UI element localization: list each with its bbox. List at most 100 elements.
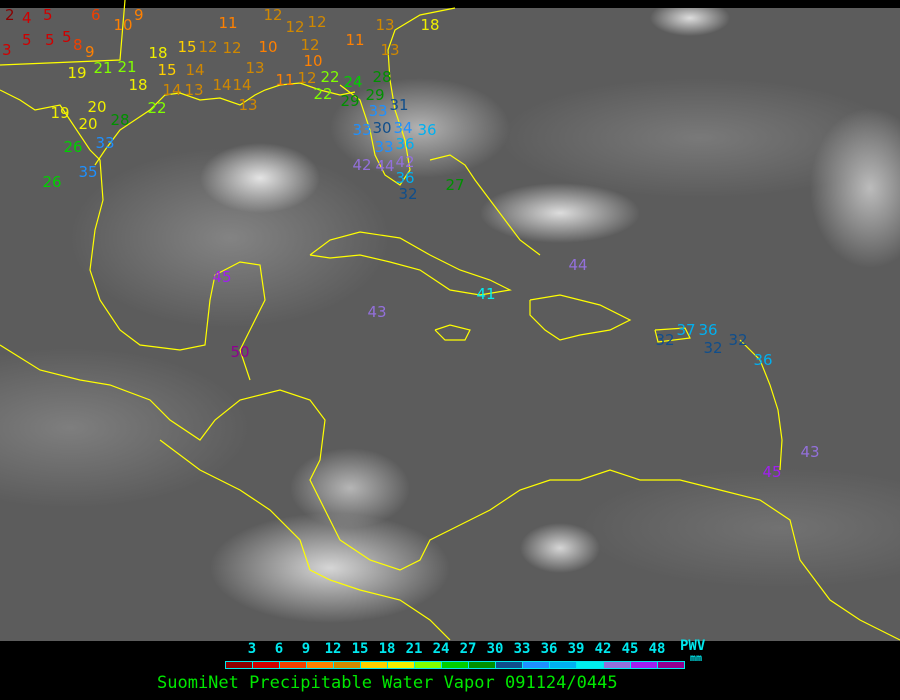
color-swatch (334, 662, 361, 668)
station-pwv-label: 32 (703, 338, 723, 357)
station-pwv-label: 44 (375, 156, 395, 175)
satellite-image: 2 4 5 5 5 3 5 8 9 6 10 9 19 21 21 18 20 19 20 28 33 26 35 26 22 1… (0, 0, 900, 641)
station-pwv-label: 22 (320, 67, 340, 86)
station-pwv-label: 13 (238, 95, 258, 114)
station-pwv-label: 14 (212, 75, 232, 94)
station-pwv-label: 29 (365, 85, 385, 104)
station-pwv-label: 15 (177, 37, 197, 56)
legend-label: PWV (680, 638, 706, 654)
station-pwv-label: 36 (753, 350, 773, 369)
station-pwv-label: 8 (73, 35, 83, 54)
station-pwv-label: 26 (63, 137, 83, 156)
station-pwv-label: 26 (42, 172, 62, 191)
station-pwv-label: 34 (393, 118, 413, 137)
legend-tick: 6 (274, 641, 284, 657)
station-pwv-label: 13 (380, 40, 400, 59)
legend-tick: 21 (405, 641, 423, 657)
us-state-borders (0, 0, 126, 66)
station-pwv-label: 20 (87, 97, 107, 116)
legend-tick: 15 (351, 641, 369, 657)
color-legend: 3 6 9 12 15 18 21 24 27 30 33 36 39 42 45 48 PWV mm Suo… (0, 638, 900, 700)
station-pwv-label: 10 (258, 37, 278, 56)
station-pwv-label: 28 (372, 67, 392, 86)
legend-tick: 18 (378, 641, 396, 657)
florida-coast (339, 7, 456, 186)
station-pwv-label: 14 (185, 60, 205, 79)
station-pwv-label: 32 (398, 184, 418, 203)
color-swatch (658, 662, 684, 668)
station-pwv-label: 12 (300, 35, 320, 54)
station-pwv-label: 6 (91, 6, 101, 24)
station-pwv-label: 9 (85, 42, 95, 61)
station-pwv-label: 10 (303, 51, 323, 70)
station-pwv-label: 22 (147, 98, 167, 117)
legend-tick: 45 (621, 641, 639, 657)
station-pwv-label: 33 (95, 133, 115, 152)
station-pwv-label: 12 (307, 12, 327, 31)
station-pwv-label: 20 (78, 114, 98, 133)
station-pwv-label: 11 (345, 30, 365, 49)
lesser-antilles (739, 339, 783, 471)
station-pwv-label: 5 (45, 30, 55, 49)
color-swatch (226, 662, 253, 668)
political-borders (0, 0, 900, 641)
color-swatch (496, 662, 523, 668)
station-pwv-label: 5 (22, 30, 32, 49)
station-pwv-label: 21 (117, 57, 137, 76)
legend-tick: 33 (513, 641, 531, 657)
station-pwv-label: 11 (275, 70, 295, 89)
bahamas (429, 154, 541, 256)
station-pwv-label: 45 (762, 462, 782, 481)
station-pwv-label: 4 (22, 8, 32, 27)
central-america-coast (0, 344, 900, 641)
station-pwv-label: 12 (198, 37, 218, 56)
legend-tick: 12 (324, 641, 342, 657)
station-pwv-label: 9 (134, 6, 144, 24)
station-pwv-label: 18 (128, 75, 148, 94)
station-pwv-label: 36 (698, 320, 718, 339)
station-pwv-label: 50 (230, 342, 250, 361)
color-swatch (415, 662, 442, 668)
legend-tick: 39 (567, 641, 585, 657)
station-pwv-label: 36 (417, 120, 437, 139)
station-pwv-label: 41 (476, 284, 496, 303)
station-pwv-label: 13 (245, 58, 265, 77)
station-pwv-label: 36 (395, 168, 415, 187)
station-pwv-label: 27 (445, 175, 465, 194)
hispaniola-coast (529, 294, 632, 341)
station-pwv-label: 37 (676, 320, 696, 339)
cuba-coast (309, 231, 512, 296)
product-title: SuomiNet Precipitable Water Vapor 091124… (157, 673, 618, 693)
station-pwv-label: 3 (2, 40, 12, 59)
color-swatch (631, 662, 658, 668)
legend-unit: mm (690, 653, 703, 664)
color-bar (225, 661, 685, 669)
legend-tick: 27 (459, 641, 477, 657)
station-pwv-label: 18 (420, 15, 440, 34)
legend-tick: 36 (540, 641, 558, 657)
station-pwv-label: 11 (218, 13, 238, 32)
jamaica-coast (434, 324, 471, 341)
legend-tick: 48 (648, 641, 666, 657)
station-pwv-label: 44 (568, 255, 588, 274)
puerto-rico-coast (654, 327, 691, 343)
station-pwv-label: 12 (297, 68, 317, 87)
legend-tick: 24 (432, 641, 450, 657)
color-swatch (280, 662, 307, 668)
station-pwv-label: 31 (389, 95, 409, 114)
legend-tick: 42 (594, 641, 612, 657)
station-pwv-label: 21 (93, 58, 113, 77)
legend-tick: 3 (247, 641, 257, 657)
station-pwv-label: 14 (232, 75, 252, 94)
station-pwv-label: 18 (148, 43, 168, 62)
gulf-coastline (0, 89, 266, 381)
station-pwv-label: 5 (43, 6, 53, 24)
us-gulf-coast (94, 82, 356, 166)
color-swatch (469, 662, 496, 668)
station-pwv-label: 43 (800, 442, 820, 461)
station-pwv-label: 13 (184, 80, 204, 99)
station-pwv-label: 33 (368, 101, 388, 120)
station-pwv-label: 12 (222, 38, 242, 57)
station-pwv-label: 33 (374, 137, 394, 156)
